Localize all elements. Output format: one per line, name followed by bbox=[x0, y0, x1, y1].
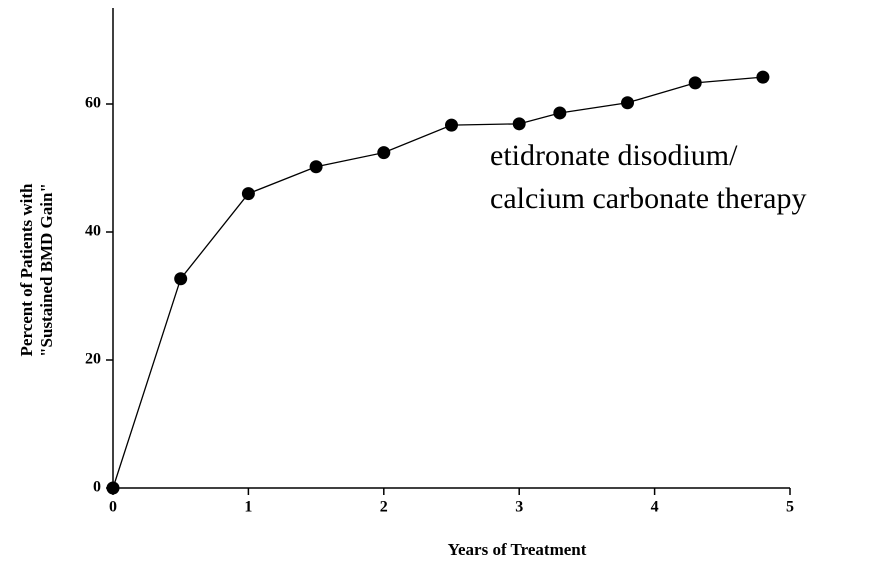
y-axis-label: Percent of Patients with bbox=[17, 183, 36, 356]
point bbox=[106, 481, 120, 495]
x-axis-label: Years of Treatment bbox=[448, 540, 587, 559]
y-tick-label: 60 bbox=[85, 95, 101, 112]
point bbox=[309, 160, 323, 174]
x-tick-label: 5 bbox=[786, 499, 794, 516]
point bbox=[756, 70, 770, 84]
x-tick-label: 1 bbox=[244, 499, 252, 516]
point bbox=[512, 117, 526, 131]
point bbox=[174, 272, 188, 286]
x-tick-label: 2 bbox=[380, 499, 388, 516]
point bbox=[445, 118, 458, 132]
x-tick-label: 4 bbox=[651, 499, 659, 516]
point bbox=[553, 106, 567, 120]
y-axis-label: "Sustained BMD Gain" bbox=[37, 183, 56, 357]
y-tick-label: 0 bbox=[93, 479, 101, 496]
point bbox=[621, 96, 635, 110]
point bbox=[241, 187, 255, 201]
y-tick-label: 40 bbox=[85, 223, 101, 240]
y-tick-label: 20 bbox=[85, 351, 101, 368]
point bbox=[688, 76, 702, 90]
x-tick-label: 0 bbox=[109, 499, 117, 516]
x-tick-label: 3 bbox=[515, 499, 523, 516]
annotation: calcium carbonate therapy bbox=[490, 182, 807, 215]
annotation: etidronate disodium/ bbox=[490, 139, 738, 172]
point bbox=[377, 146, 391, 160]
